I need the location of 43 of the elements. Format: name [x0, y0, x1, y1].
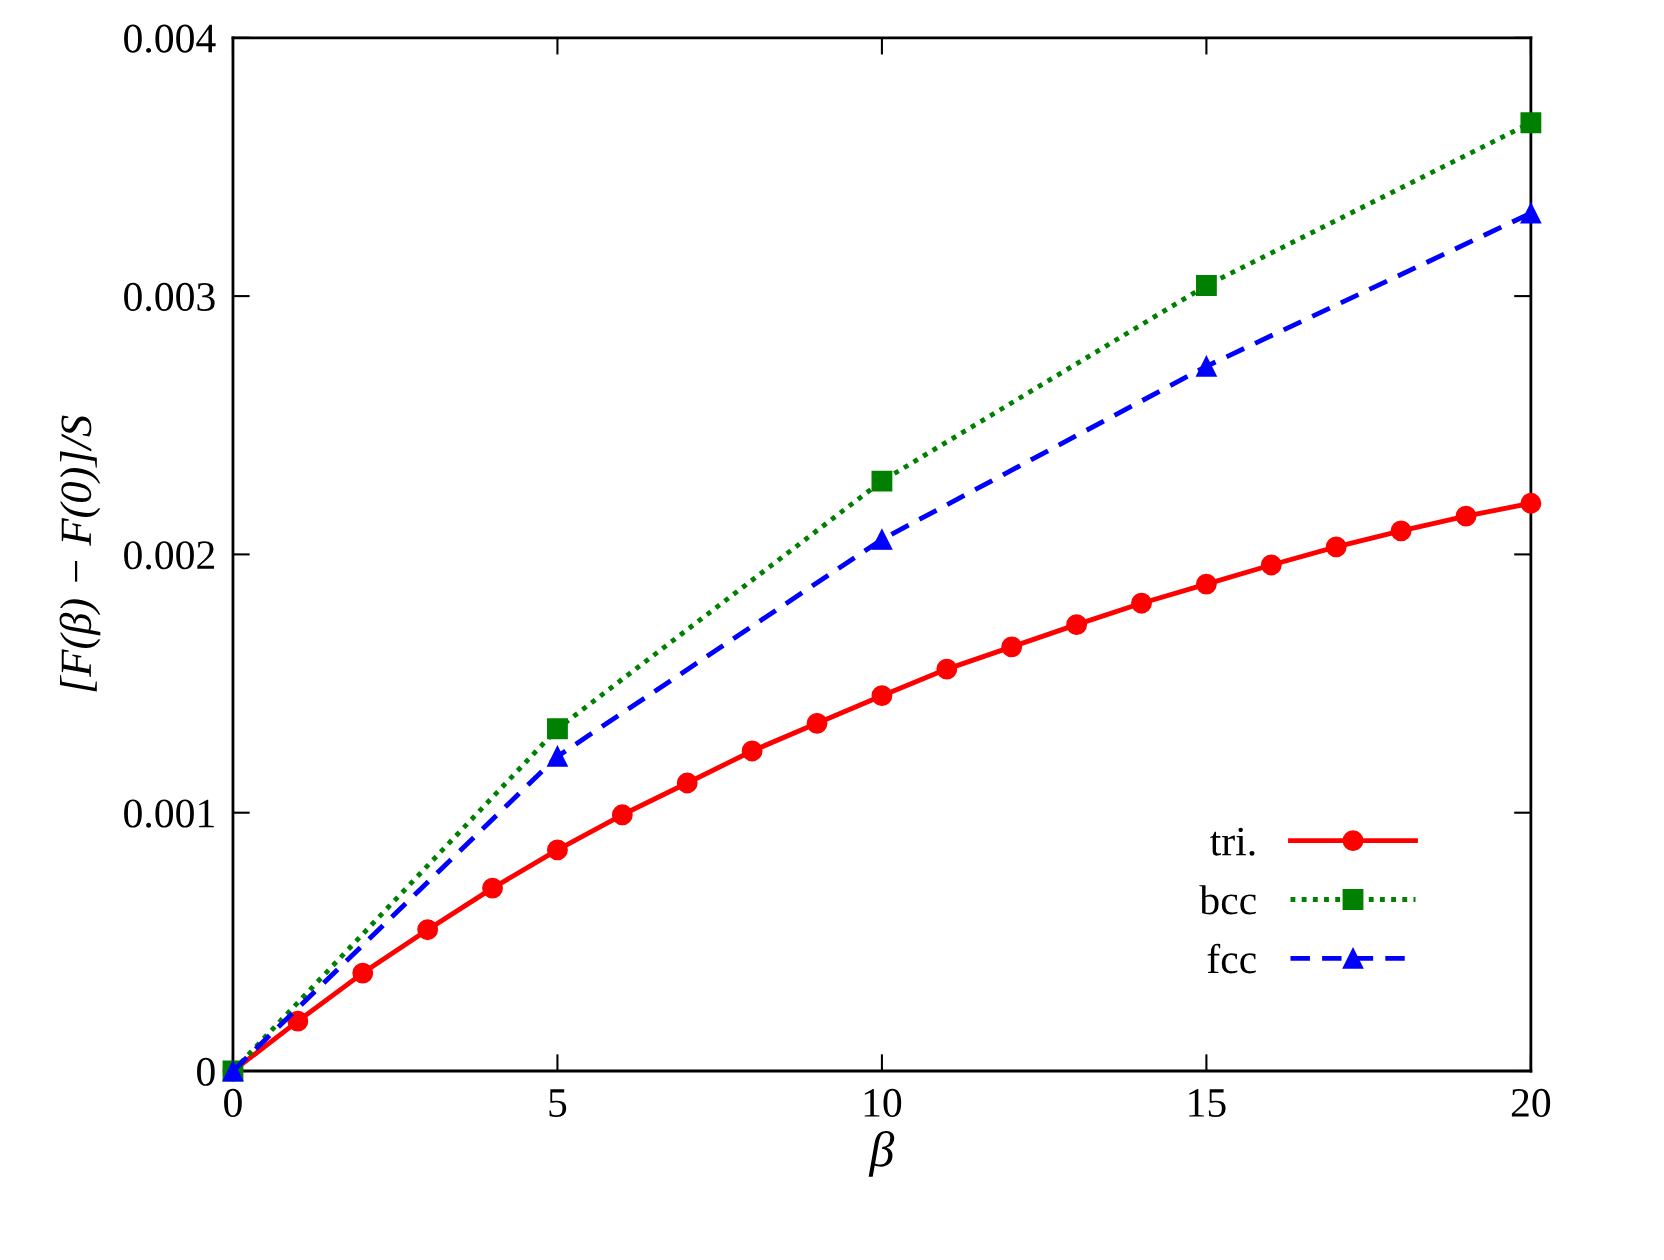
point [1131, 592, 1152, 614]
point [547, 745, 568, 767]
point [547, 718, 568, 740]
legend-label: tri. [1210, 827, 1255, 856]
x-tick-label: 20 [1511, 1088, 1551, 1117]
point [676, 772, 698, 794]
point [1001, 636, 1023, 658]
point [741, 740, 763, 762]
point [417, 919, 439, 941]
point [611, 804, 633, 826]
point [1325, 536, 1347, 558]
legend-label: bcc [1199, 885, 1256, 915]
legend-label: fcc [1207, 943, 1256, 974]
point [1195, 275, 1217, 296]
point [287, 1010, 309, 1032]
x-tick-label: 0 [224, 1088, 242, 1117]
point [1520, 492, 1542, 514]
point [1520, 112, 1542, 134]
point [1390, 520, 1412, 542]
point [871, 470, 893, 492]
point [1455, 505, 1477, 527]
y-axis-title: [F(β) − F(0)]/S [59, 415, 101, 692]
x-tick-label: 15 [1189, 1089, 1226, 1117]
point [1195, 355, 1217, 377]
point [1520, 202, 1542, 224]
point [936, 658, 958, 680]
point [806, 712, 828, 734]
point [871, 529, 893, 550]
y-tick-label: 0.003 [124, 282, 215, 312]
y-tick-label: 0 [197, 1057, 215, 1086]
y-tick-label: 0.001 [124, 799, 214, 828]
point [352, 962, 374, 984]
x-tick-label: 10 [864, 1088, 902, 1117]
point [1260, 554, 1282, 576]
x-tick-label: 5 [549, 1089, 567, 1117]
point [1195, 573, 1217, 595]
x-axis-title: β [868, 1131, 895, 1177]
point [871, 685, 893, 707]
y-tick-label: 0.004 [124, 24, 216, 53]
point [1066, 614, 1088, 636]
point [482, 877, 503, 899]
point [547, 839, 568, 861]
y-tick-label: 0.002 [124, 541, 214, 570]
